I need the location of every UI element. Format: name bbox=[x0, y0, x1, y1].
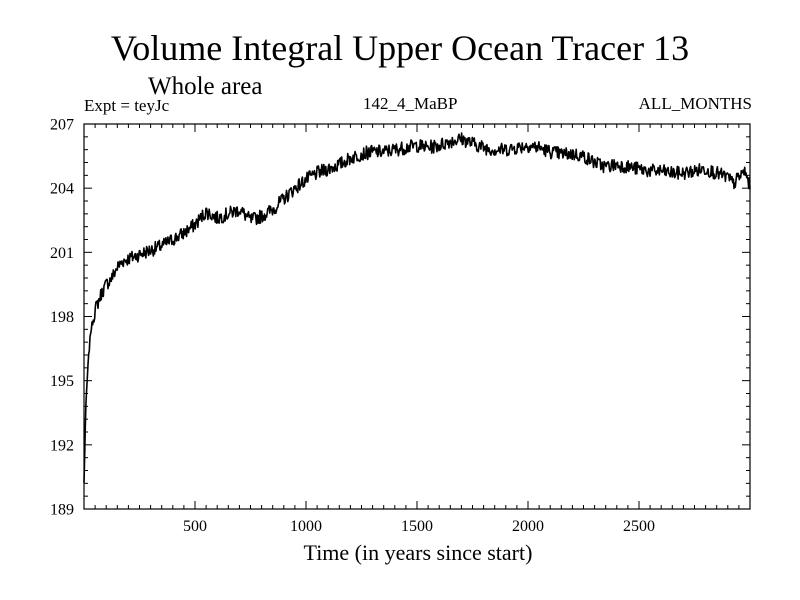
series-layer bbox=[83, 132, 751, 483]
period-label: ALL_MONTHS bbox=[638, 94, 752, 113]
experiment-label: Expt = teyJc bbox=[84, 96, 170, 115]
y-tick-label: 204 bbox=[50, 181, 74, 198]
y-tick-label: 189 bbox=[50, 502, 74, 519]
axis-ticks bbox=[84, 124, 750, 509]
x-tick-label: 2500 bbox=[623, 518, 655, 535]
y-tick-label: 192 bbox=[50, 437, 74, 454]
x-tick-label: 500 bbox=[183, 518, 207, 535]
run-label: 142_4_MaBP bbox=[363, 94, 458, 113]
tick-labels: 500 1000 1500 2000 2500 189 192 195 198 201 204 207 bbox=[50, 117, 655, 536]
x-tick-label: 2000 bbox=[512, 518, 544, 535]
chart-title: Volume Integral Upper Ocean Tracer 13 bbox=[110, 28, 690, 68]
x-tick-label: 1500 bbox=[401, 518, 433, 535]
chart-subtitle: Whole area bbox=[148, 73, 263, 100]
y-tick-label: 198 bbox=[50, 309, 74, 326]
y-tick-label: 195 bbox=[50, 373, 74, 390]
series-line bbox=[83, 132, 751, 483]
plot-frame bbox=[83, 123, 751, 510]
x-axis-label: Time (in years since start) bbox=[303, 540, 533, 565]
y-tick-label: 201 bbox=[50, 245, 74, 262]
y-tick-label: 207 bbox=[50, 117, 74, 134]
x-tick-label: 1000 bbox=[290, 518, 322, 535]
